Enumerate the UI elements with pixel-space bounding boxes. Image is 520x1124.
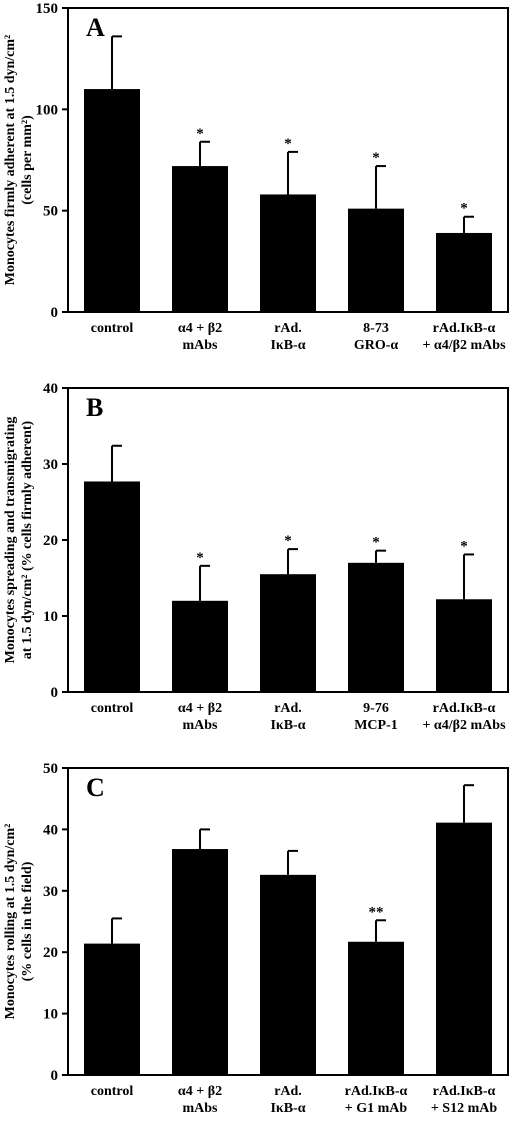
y-axis-label-line: Monocytes firmly adherent at 1.5 dyn/cm² xyxy=(3,35,18,285)
x-category-label-line: + α4/β2 mAbs xyxy=(422,718,506,733)
y-tick-label: 0 xyxy=(51,305,59,321)
x-category-label-line: control xyxy=(91,1084,134,1099)
x-category-label: rAd. IκB-α xyxy=(270,1084,305,1116)
x-category-label-line: rAd.IκB-α xyxy=(433,1084,496,1099)
bar xyxy=(84,89,140,312)
x-category-label: α4 + β2 mAbs xyxy=(178,1084,222,1116)
x-category-label-line: rAd. xyxy=(274,321,302,336)
bar xyxy=(436,822,492,1075)
x-category-label: α4 + β2 mAbs xyxy=(178,701,222,733)
significance-marker: * xyxy=(372,150,380,166)
panel-letter: A xyxy=(86,13,105,42)
x-category-label-line: mAbs xyxy=(182,338,218,353)
y-tick-label: 0 xyxy=(51,1068,59,1084)
y-tick-label: 40 xyxy=(43,822,58,838)
x-category-label: rAd.IκB-α + G1 mAb xyxy=(345,1084,408,1116)
x-category-label-line: mAbs xyxy=(182,1101,218,1116)
significance-marker: ** xyxy=(369,904,384,920)
y-axis-label-line: at 1.5 dyn/cm² (% cells firmly adherent) xyxy=(20,420,35,659)
x-category-label-line: IκB-α xyxy=(270,1101,305,1116)
panel-letter: C xyxy=(86,773,105,802)
y-tick-label: 20 xyxy=(43,945,58,961)
x-category-label: rAd.IκB-α + α4/β2 mAbs xyxy=(422,701,506,733)
bar xyxy=(84,481,140,692)
x-category-label-line: 8-73 xyxy=(363,321,389,336)
y-tick-label: 100 xyxy=(36,102,59,118)
y-tick-label: 50 xyxy=(43,761,58,777)
x-category-label-line: + G1 mAb xyxy=(345,1101,408,1116)
bar xyxy=(172,849,228,1075)
y-axis-label: Monocytes rolling at 1.5 dyn/cm² (% cells… xyxy=(3,824,35,1020)
y-tick-label: 40 xyxy=(43,381,58,397)
y-tick-label: 50 xyxy=(43,204,58,220)
bar xyxy=(260,574,316,692)
bar xyxy=(172,166,228,312)
y-tick-label: 30 xyxy=(43,457,58,473)
y-tick-label: 150 xyxy=(36,1,59,17)
panel-b: B 0 10 20 30 40 Monocytes spreading and transm… xyxy=(3,381,509,733)
bar xyxy=(172,600,228,692)
x-category-label-line: α4 + β2 xyxy=(178,701,222,716)
bar xyxy=(348,941,404,1075)
x-category-label-line: rAd.IκB-α xyxy=(433,701,496,716)
significance-marker: * xyxy=(284,533,292,549)
x-category-label: rAd. IκB-α xyxy=(270,701,305,733)
y-tick-label: 30 xyxy=(43,884,58,900)
x-category-label-line: α4 + β2 xyxy=(178,1084,222,1099)
significance-marker: * xyxy=(460,201,468,217)
bar xyxy=(348,208,404,312)
bar xyxy=(84,943,140,1075)
y-tick-label: 10 xyxy=(43,1007,58,1023)
x-category-label-line: control xyxy=(91,321,134,336)
y-tick-label: 0 xyxy=(51,685,59,701)
x-category-label-line: mAbs xyxy=(182,718,218,733)
x-category-label: control xyxy=(91,701,134,716)
x-category-label: rAd.IκB-α + S12 mAb xyxy=(431,1084,498,1116)
bar xyxy=(436,232,492,312)
x-category-label: control xyxy=(91,321,134,336)
panel-c: C 0 10 20 30 40 50 Monocytes rolling at 1.5 dyn… xyxy=(3,761,509,1116)
y-tick-label: 10 xyxy=(43,609,58,625)
y-axis-label: Monocytes firmly adherent at 1.5 dyn/cm²… xyxy=(3,35,35,285)
x-category-label: 8-73 GRO-α xyxy=(354,321,399,353)
x-category-label-line: α4 + β2 xyxy=(178,321,222,336)
y-axis-label-line: (% cells in the field) xyxy=(20,861,35,981)
bar xyxy=(260,194,316,312)
panel-letter: B xyxy=(86,393,103,422)
x-category-label: rAd.IκB-α + α4/β2 mAbs xyxy=(422,321,506,353)
x-category-label-line: rAd.IκB-α xyxy=(433,321,496,336)
x-category-label-line: rAd. xyxy=(274,701,302,716)
significance-marker: * xyxy=(372,535,380,551)
y-axis-label-line: Monocytes spreading and transmigrating xyxy=(3,417,18,664)
x-category-label-line: GRO-α xyxy=(354,338,399,353)
x-category-label-line: + S12 mAb xyxy=(431,1101,498,1116)
x-category-label: rAd. IκB-α xyxy=(270,321,305,353)
x-category-label: control xyxy=(91,1084,134,1099)
bar xyxy=(348,562,404,692)
x-category-label-line: + α4/β2 mAbs xyxy=(422,338,506,353)
y-tick-label: 20 xyxy=(43,533,58,549)
x-category-label: 9-76 MCP-1 xyxy=(354,701,398,733)
y-axis-label-line: (cells per mm²) xyxy=(20,115,35,205)
x-category-label-line: MCP-1 xyxy=(354,718,398,733)
panel-a: A 0 50 100 150 Monocytes firmly adherent at 1… xyxy=(3,1,509,353)
x-category-label-line: IκB-α xyxy=(270,718,305,733)
y-axis-label: Monocytes spreading and transmigrating at… xyxy=(3,417,35,664)
significance-marker: * xyxy=(284,136,292,152)
bar xyxy=(436,599,492,692)
significance-marker: * xyxy=(196,550,204,566)
significance-marker: * xyxy=(460,538,468,554)
significance-marker: * xyxy=(196,126,204,142)
x-category-label-line: 9-76 xyxy=(363,701,389,716)
x-category-label-line: IκB-α xyxy=(270,338,305,353)
x-category-label-line: rAd. xyxy=(274,1084,302,1099)
x-category-label-line: rAd.IκB-α xyxy=(345,1084,408,1099)
y-axis-label-line: Monocytes rolling at 1.5 dyn/cm² xyxy=(3,824,18,1020)
x-category-label: α4 + β2 mAbs xyxy=(178,321,222,353)
bar xyxy=(260,874,316,1075)
x-category-label-line: control xyxy=(91,701,134,716)
